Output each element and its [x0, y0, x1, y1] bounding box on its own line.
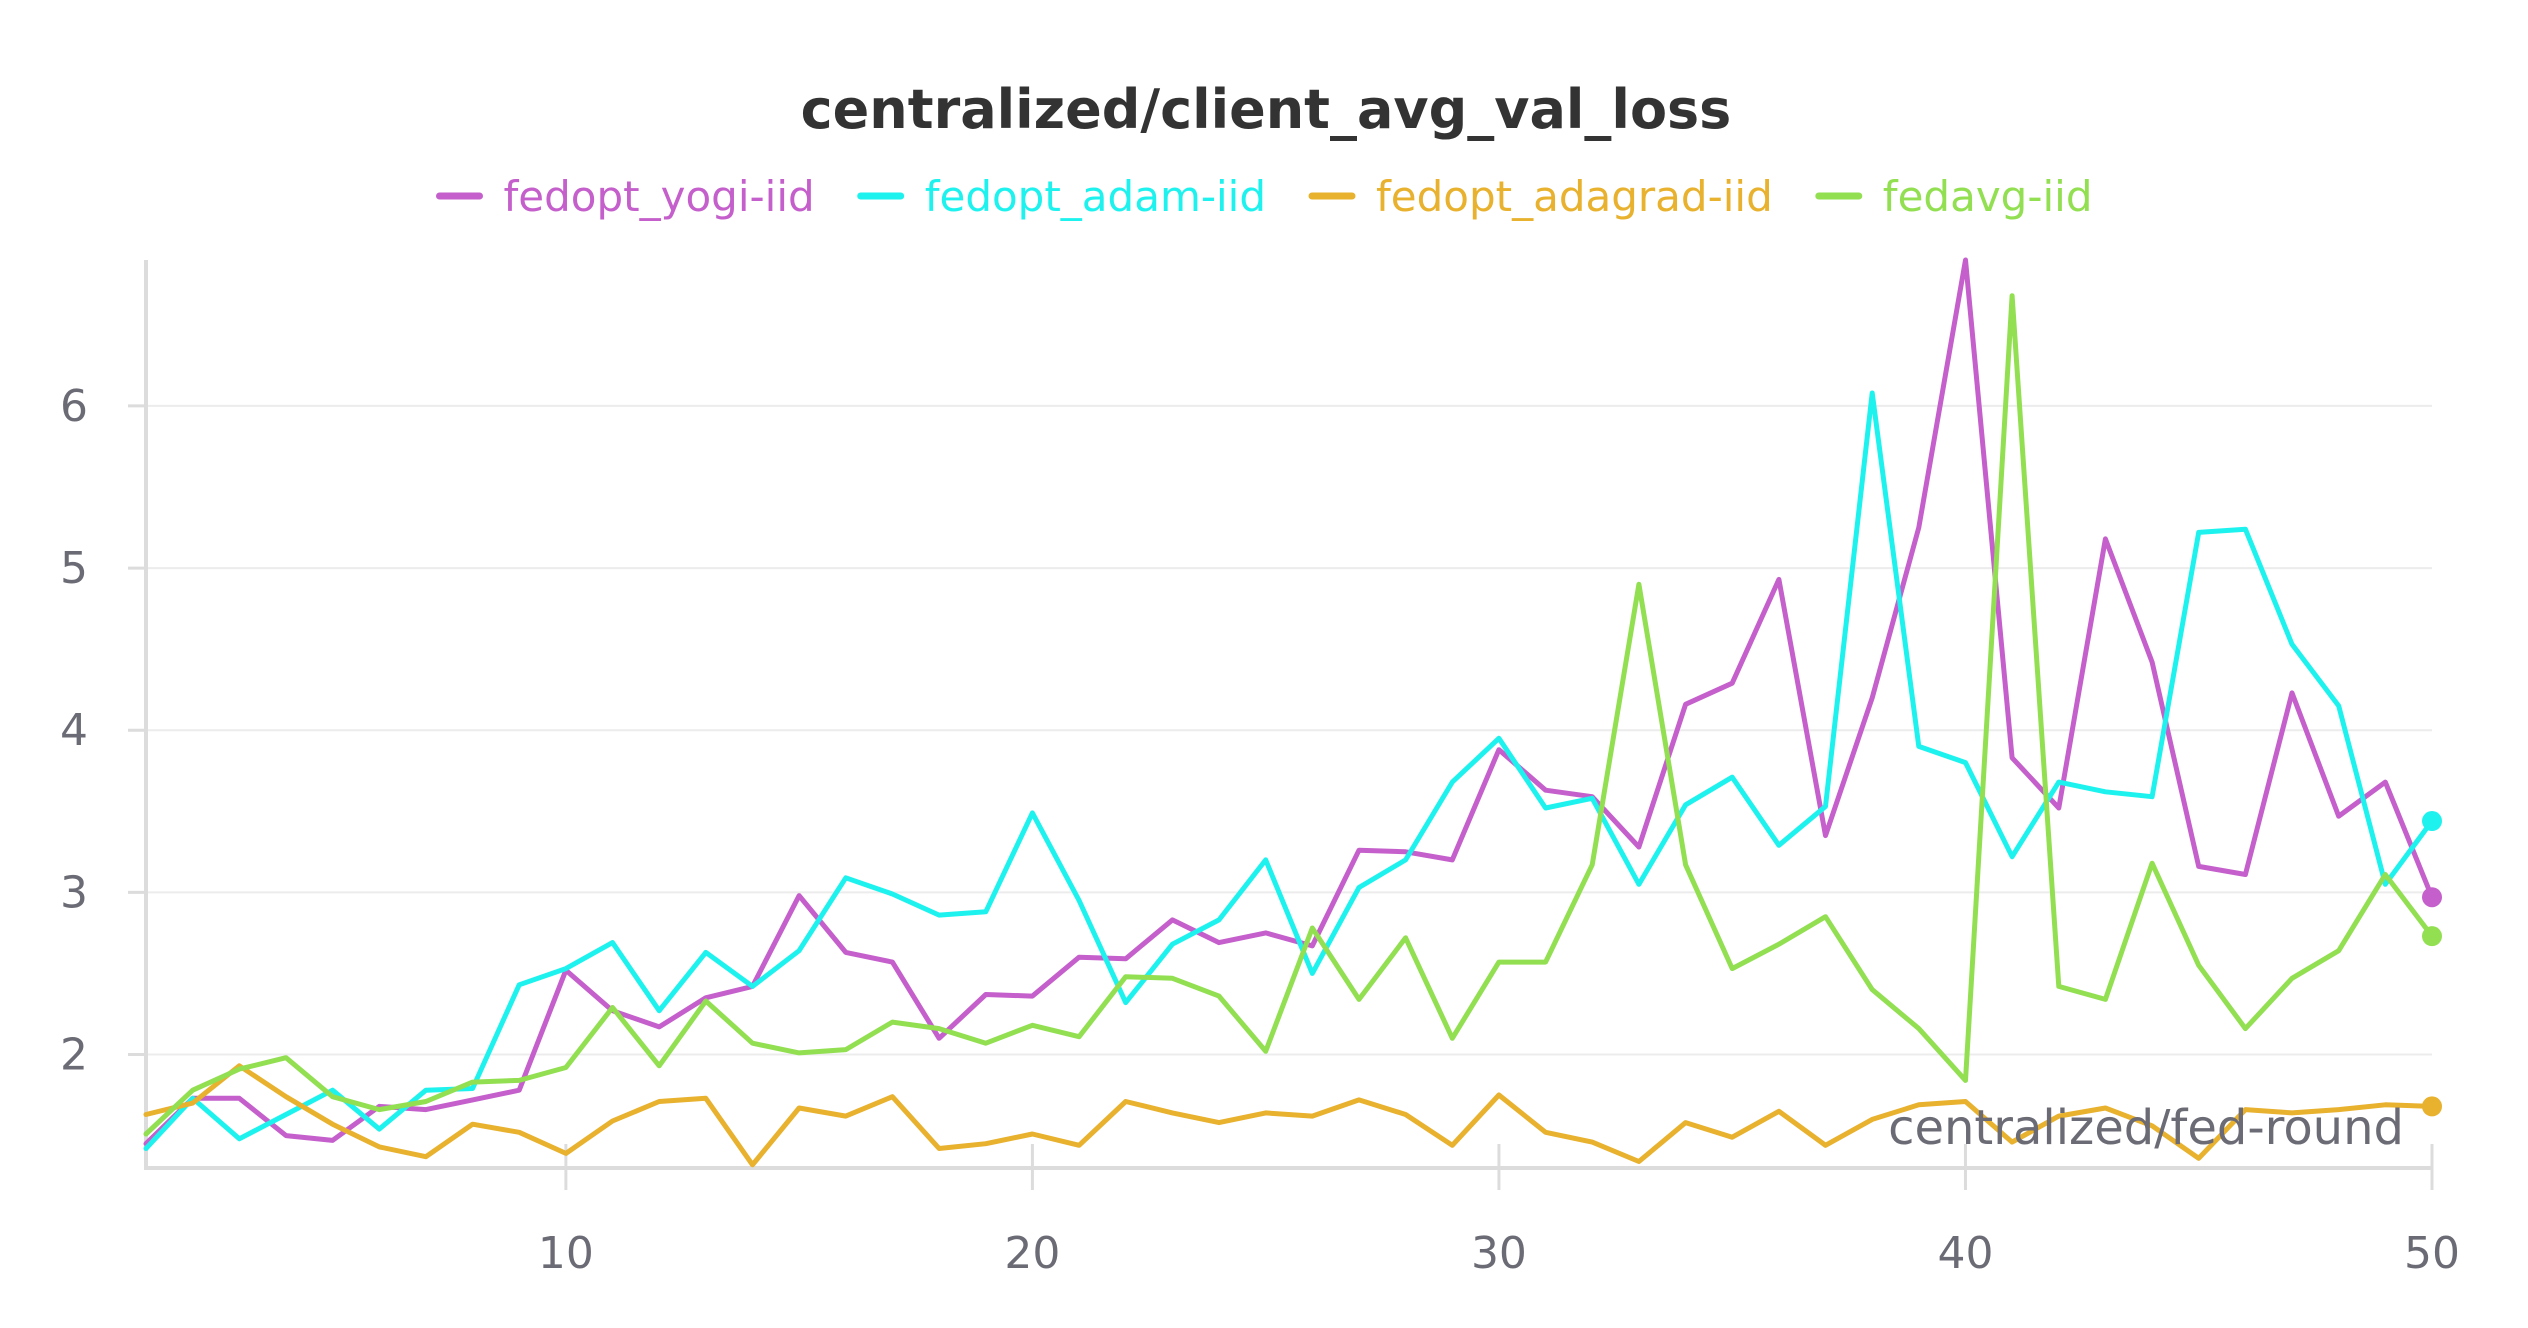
series-line-fedavg-iid — [143, 293, 2435, 1137]
legend-item-fedopt_yogi-iid[interactable]: fedopt_yogi-iid — [436, 172, 815, 221]
series-line-fedopt_adam-iid — [143, 390, 2435, 1151]
legend-label: fedopt_adam-iid — [925, 172, 1266, 221]
legend-label: fedopt_yogi-iid — [504, 172, 815, 221]
end-point-fedopt_adagrad-iid — [2422, 1096, 2442, 1117]
y-tick-label: 3 — [60, 867, 88, 918]
end-point-fedopt_yogi-iid — [2422, 887, 2442, 908]
end-point-fedopt_adam-iid — [2422, 811, 2442, 832]
y-tick-label: 2 — [60, 1030, 88, 1081]
x-tick-label: 20 — [1004, 1228, 1060, 1279]
x-axis-ticks: 10 20 30 40 50 — [538, 1144, 2460, 1279]
x-tick-label: 40 — [1937, 1228, 1993, 1279]
x-tick-label: 50 — [2404, 1228, 2460, 1279]
series-end-points — [2422, 811, 2442, 1117]
legend-item-fedavg-iid[interactable]: fedavg-iid — [1815, 172, 2093, 221]
legend-item-fedopt_adagrad-iid[interactable]: fedopt_adagrad-iid — [1308, 172, 1773, 221]
y-axis-ticks: 2 3 4 5 6 — [60, 381, 146, 1081]
y-tick-label: 6 — [60, 381, 88, 432]
x-axis-label: centralized/fed-round — [1888, 1100, 2404, 1156]
x-tick-label: 10 — [538, 1228, 594, 1279]
y-tick-label: 4 — [60, 705, 88, 756]
end-point-fedavg-iid — [2422, 926, 2442, 947]
chart-title: centralized/client_avg_val_loss — [801, 78, 1732, 141]
y-tick-label: 5 — [60, 543, 88, 594]
legend-label: fedopt_adagrad-iid — [1376, 172, 1773, 221]
series-line-fedopt_adagrad-iid — [143, 1063, 2435, 1168]
series-line-fedopt_yogi-iid — [143, 257, 2435, 1147]
grid-lines — [146, 404, 2432, 1056]
legend: fedopt_yogi-iid fedopt_adam-iid fedopt_ada… — [436, 172, 2093, 221]
legend-item-fedopt_adam-iid[interactable]: fedopt_adam-iid — [857, 172, 1266, 221]
series-lines — [143, 257, 2435, 1168]
x-tick-label: 30 — [1471, 1228, 1527, 1279]
legend-label: fedavg-iid — [1883, 172, 2093, 221]
